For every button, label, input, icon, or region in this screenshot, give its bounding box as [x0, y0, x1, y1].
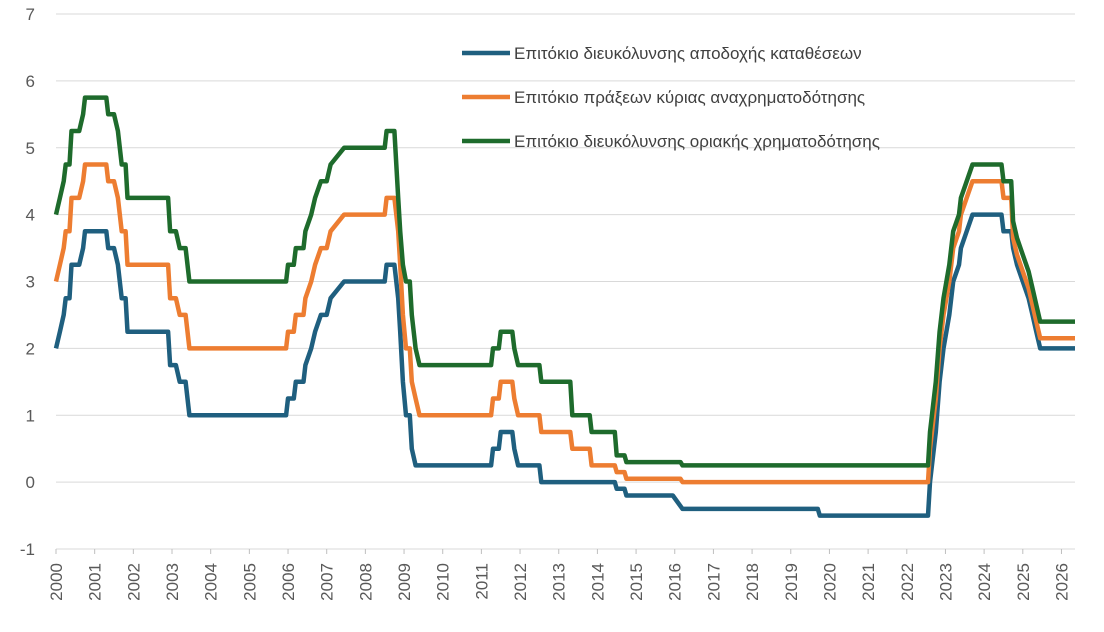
x-tick-label: 2022: [898, 563, 917, 601]
x-tick-label: 2005: [240, 563, 259, 601]
x-tick-label: 2002: [124, 563, 143, 601]
y-axis-ticks: -1 0 1 2 3 4 5 6 7: [20, 5, 35, 559]
x-tick-label: 2007: [318, 563, 337, 601]
x-tick-label: 2026: [1052, 563, 1071, 601]
x-tick-label: 2010: [434, 563, 453, 601]
x-axis-ticks: 2000 2001 2002 2003 2004 2005 2006 2007 2008 2009…: [47, 549, 1071, 601]
legend-label-2: Επιτόκιο πράξεων κύριας αναχρηματοδότηση…: [514, 88, 865, 107]
x-tick-label: 2003: [163, 563, 182, 601]
y-tick-label: 4: [26, 206, 35, 225]
x-tick-label: 2012: [511, 563, 530, 601]
series-layer: [53, 95, 1075, 518]
x-tick-label: 2008: [356, 563, 375, 601]
x-tick-label: 2001: [86, 563, 105, 601]
legend-label-1: Επιτόκιο διευκόλυνσης αποδοχής καταθέσεω…: [514, 44, 862, 63]
x-tick-label: 2024: [975, 563, 994, 601]
x-tick-label: 2009: [395, 563, 414, 601]
x-tick-label: 2025: [1014, 563, 1033, 601]
x-tick-label: 2016: [666, 563, 685, 601]
legend: Επιτόκιο διευκόλυνσης αποδοχής καταθέσεω…: [462, 44, 880, 151]
x-tick-label: 2013: [550, 563, 569, 601]
x-tick-label: 2006: [279, 563, 298, 601]
x-tick-label: 2019: [782, 563, 801, 601]
x-tick-label: 2004: [202, 563, 221, 601]
x-tick-label: 2020: [820, 563, 839, 601]
series-line-3: [53, 95, 1075, 468]
y-tick-label: 3: [26, 273, 35, 292]
y-tick-label: 2: [26, 339, 35, 358]
x-tick-label: 2011: [472, 563, 491, 600]
x-tick-label: 2017: [704, 563, 723, 601]
y-tick-label: 0: [26, 473, 35, 492]
x-tick-label: 2021: [859, 563, 878, 601]
series-line-2: [53, 162, 1075, 485]
y-tick-label: 6: [26, 72, 35, 91]
x-tick-label: 2015: [627, 563, 646, 601]
y-tick-label: 7: [26, 5, 35, 24]
y-tick-label: -1: [20, 540, 35, 559]
x-tick-label: 2014: [588, 563, 607, 601]
x-tick-label: 2023: [936, 563, 955, 601]
x-tick-label: 2000: [47, 563, 66, 601]
y-tick-label: 5: [26, 139, 35, 158]
x-tick-label: 2018: [743, 563, 762, 601]
y-tick-label: 1: [26, 406, 35, 425]
series-line-1: [53, 212, 1075, 518]
legend-label-3: Επιτόκιο διευκόλυνσης οριακής χρηματοδότ…: [514, 132, 880, 151]
